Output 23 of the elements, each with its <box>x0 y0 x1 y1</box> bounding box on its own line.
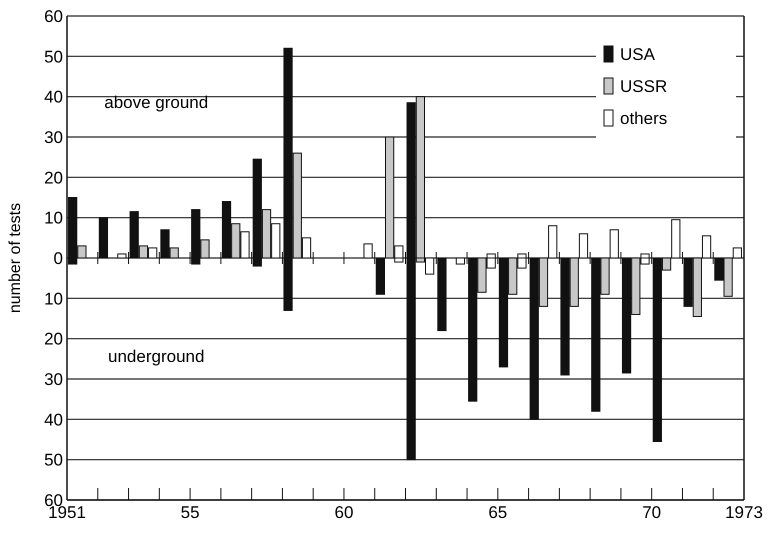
legend-label: others <box>620 109 668 128</box>
y-tick-label: 40 <box>44 88 63 107</box>
y-tick-label: 40 <box>44 410 63 430</box>
legend-label: USSR <box>620 77 668 96</box>
y-tick-label: 50 <box>44 450 63 470</box>
y-tick-label: 20 <box>44 330 63 349</box>
x-tick-label: 60 <box>334 503 354 522</box>
y-tick-label: 60 <box>44 7 63 26</box>
y-tick-label: 30 <box>44 370 63 389</box>
y-tick-label: 0 <box>54 249 63 268</box>
x-tick-label: 1973 <box>725 503 763 522</box>
annotation: above ground <box>104 92 208 112</box>
y-tick-label: 10 <box>44 289 63 308</box>
x-tick-label: 55 <box>180 503 200 522</box>
x-tick-label: 70 <box>642 503 662 522</box>
x-tick-label: 65 <box>488 503 508 522</box>
legend-label: USA <box>620 45 656 64</box>
y-tick-label: 20 <box>44 168 63 188</box>
y-tick-label: 10 <box>44 208 63 228</box>
y-tick-label: 30 <box>44 128 63 147</box>
y-axis-title: number of tests <box>7 202 24 314</box>
annotation: underground <box>108 347 204 366</box>
y-tick-label: 50 <box>44 47 63 66</box>
